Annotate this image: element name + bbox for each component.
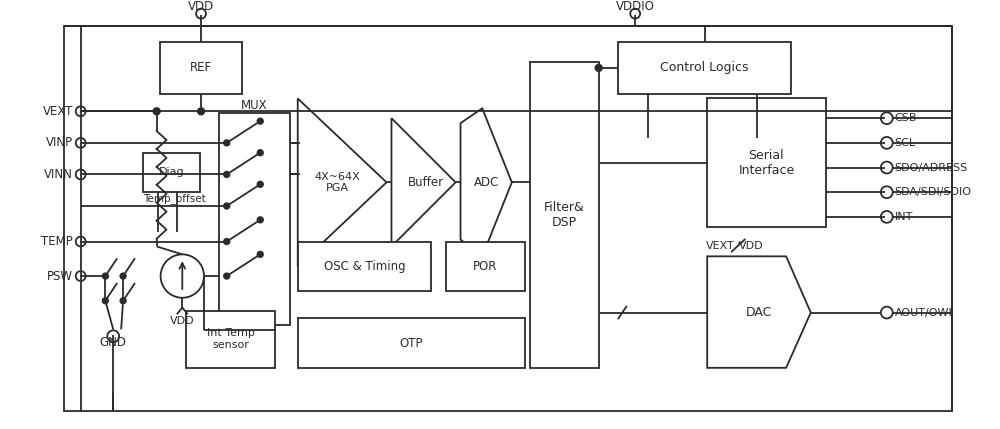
Text: SDO/ADRESS: SDO/ADRESS <box>895 163 968 172</box>
Circle shape <box>224 273 230 279</box>
Circle shape <box>224 172 230 178</box>
Text: Int Temp
sensor: Int Temp sensor <box>207 329 255 350</box>
Circle shape <box>257 181 263 187</box>
Circle shape <box>198 108 205 115</box>
Text: PSW: PSW <box>47 269 73 283</box>
Circle shape <box>224 239 230 245</box>
Bar <box>298 242 431 291</box>
Text: INT: INT <box>895 212 913 222</box>
Text: OSC & Timing: OSC & Timing <box>324 260 405 273</box>
Text: Serial
Interface: Serial Interface <box>738 148 795 177</box>
Circle shape <box>102 298 108 304</box>
Text: SDA/SDI/SDIO: SDA/SDI/SDIO <box>895 187 972 197</box>
Circle shape <box>257 118 263 124</box>
Text: VINP: VINP <box>46 136 73 149</box>
Circle shape <box>257 217 263 223</box>
Bar <box>530 62 599 368</box>
Text: Filter&
DSP: Filter& DSP <box>544 201 585 229</box>
Text: Temp_offset: Temp_offset <box>143 193 206 204</box>
Circle shape <box>102 273 108 279</box>
Circle shape <box>120 273 126 279</box>
Text: TEMP: TEMP <box>41 235 73 248</box>
Text: Control Logics: Control Logics <box>660 61 749 74</box>
Text: VDDIO: VDDIO <box>616 0 655 13</box>
Text: CSB: CSB <box>895 113 917 123</box>
Circle shape <box>224 140 230 146</box>
Text: ·: · <box>737 236 741 251</box>
Text: VEXT: VEXT <box>706 242 734 251</box>
Text: Buffer: Buffer <box>408 176 444 189</box>
Circle shape <box>153 108 160 115</box>
Text: SCL: SCL <box>895 138 916 148</box>
Text: GND: GND <box>100 335 127 349</box>
Bar <box>298 318 525 368</box>
Bar <box>618 42 791 94</box>
Text: Diag: Diag <box>159 167 184 178</box>
Bar <box>707 99 826 227</box>
Circle shape <box>257 251 263 257</box>
Text: 4X~64X
PGA: 4X~64X PGA <box>314 172 360 193</box>
Text: OTP: OTP <box>399 337 423 350</box>
Text: MUX: MUX <box>241 99 268 112</box>
Text: VDD: VDD <box>170 317 195 326</box>
Bar <box>143 153 200 192</box>
Text: DAC: DAC <box>745 306 772 319</box>
Text: AOUT/OWI: AOUT/OWI <box>895 308 952 317</box>
Text: REF: REF <box>190 61 212 74</box>
Circle shape <box>120 298 126 304</box>
Text: VEXT: VEXT <box>42 105 73 118</box>
Text: VINN: VINN <box>44 168 73 181</box>
Bar <box>186 311 275 368</box>
Circle shape <box>257 150 263 156</box>
Bar <box>446 242 525 291</box>
Circle shape <box>595 64 602 71</box>
Text: VDD: VDD <box>739 242 764 251</box>
Bar <box>160 42 242 94</box>
Circle shape <box>224 203 230 209</box>
Bar <box>219 113 290 326</box>
Text: VDD: VDD <box>188 0 214 13</box>
Text: POR: POR <box>473 260 497 273</box>
Text: ADC: ADC <box>473 176 499 189</box>
